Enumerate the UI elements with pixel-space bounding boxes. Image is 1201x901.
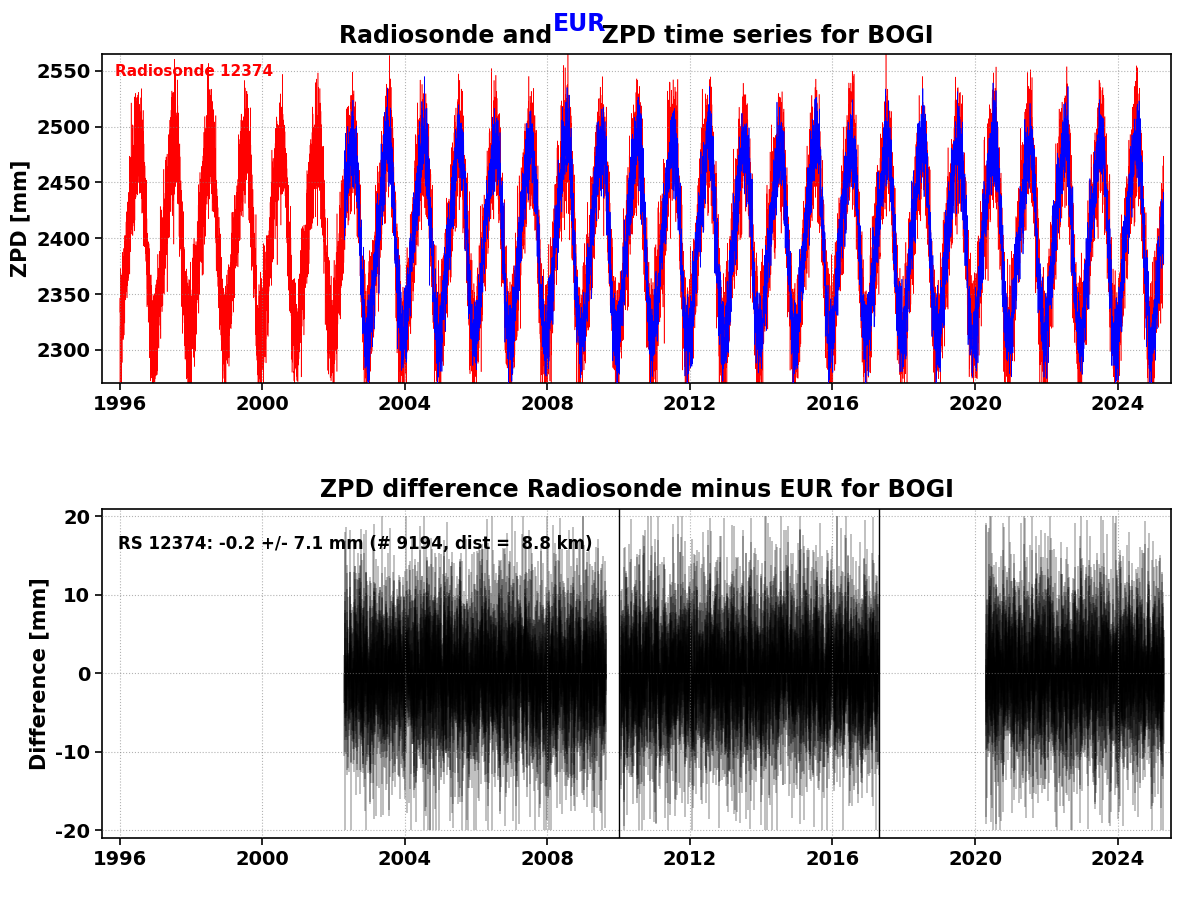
Text: Radiosonde 12374: Radiosonde 12374 (115, 64, 273, 79)
Y-axis label: Difference [mm]: Difference [mm] (30, 577, 49, 769)
Text: EUR: EUR (554, 12, 607, 36)
Title: ZPD difference Radiosonde minus EUR for BOGI: ZPD difference Radiosonde minus EUR for … (319, 478, 954, 503)
Text: RS 12374: -0.2 +/- 7.1 mm (# 9194, dist =  8.8 km): RS 12374: -0.2 +/- 7.1 mm (# 9194, dist … (118, 535, 592, 553)
Y-axis label: ZPD [mm]: ZPD [mm] (11, 160, 30, 278)
Title: Radiosonde and      ZPD time series for BOGI: Radiosonde and ZPD time series for BOGI (339, 24, 934, 48)
